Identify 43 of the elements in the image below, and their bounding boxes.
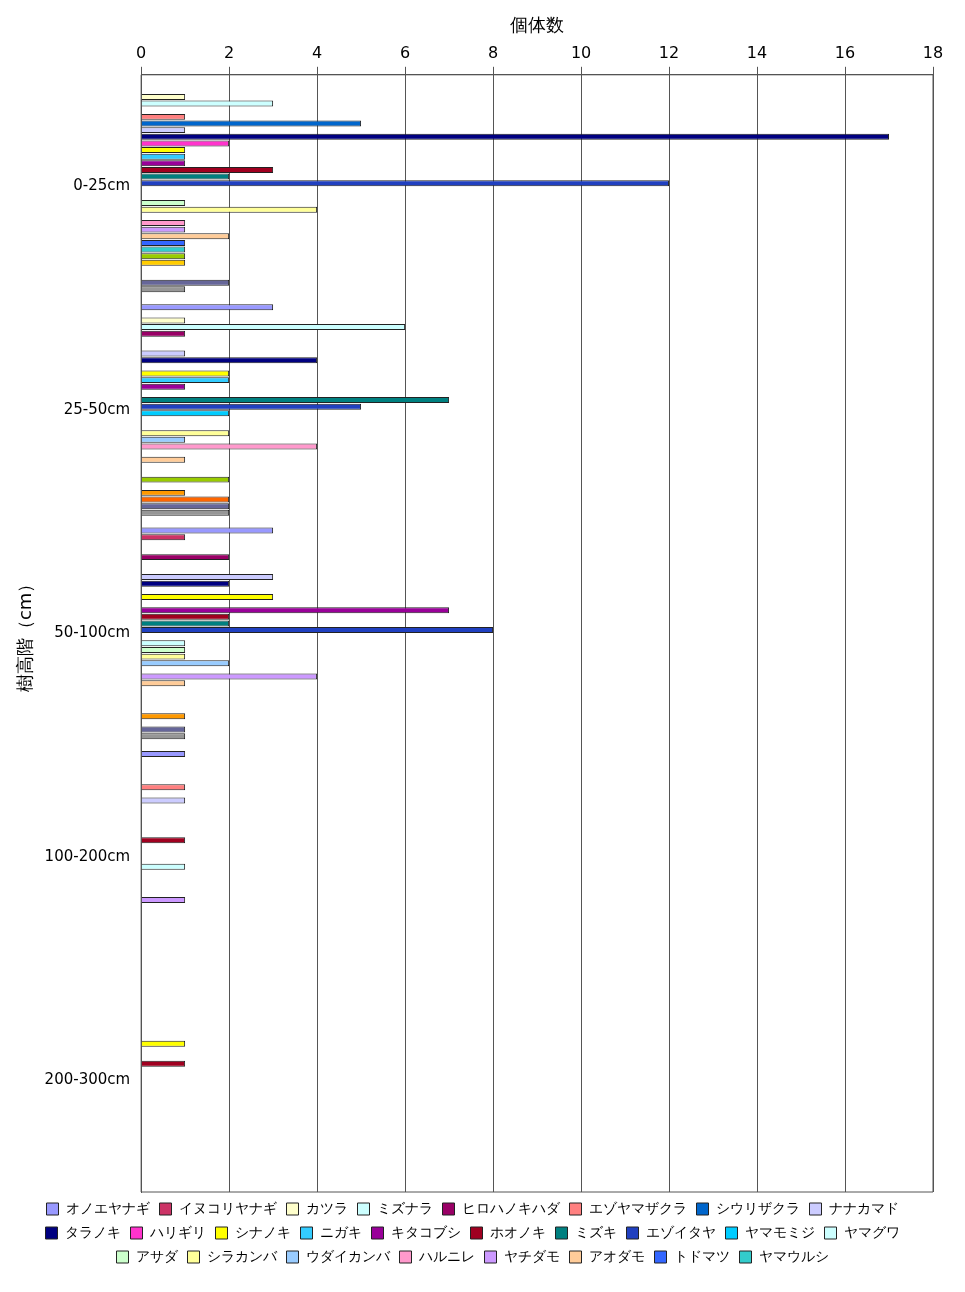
- x-tick-label: 4: [312, 43, 323, 63]
- legend-label: アサダ: [135, 1247, 179, 1264]
- legend-label: シウリザクラ: [715, 1199, 800, 1216]
- x-tick-label: 10: [570, 43, 592, 63]
- legend-label: ミズナラ: [376, 1199, 433, 1216]
- x-tick-label: 0: [136, 43, 147, 63]
- legend-label: オノエヤナギ: [65, 1199, 150, 1216]
- legend-label: キタコブシ: [390, 1223, 461, 1240]
- legend-label: ヤチダモ: [503, 1247, 560, 1264]
- legend-label: シラカンバ: [206, 1247, 278, 1264]
- legend-label: ホオノキ: [489, 1223, 546, 1240]
- legend-label: ミズキ: [574, 1223, 617, 1240]
- legend-label: ヒロハノキハダ: [461, 1199, 561, 1216]
- legend-label: ハリギリ: [148, 1223, 206, 1240]
- legend-label: シナノキ: [234, 1223, 291, 1240]
- legend-label: エゾイタヤ: [645, 1223, 716, 1240]
- x-tick-label: 6: [399, 43, 411, 63]
- legend-label: ハルニレ: [417, 1247, 475, 1264]
- legend-label: ニガキ: [319, 1223, 362, 1240]
- x-axis-title: 個体数: [510, 14, 565, 36]
- x-tick-label: 16: [834, 43, 856, 63]
- y-tick-label: 25-50cm: [63, 399, 131, 418]
- legend-label: アオダモ: [588, 1247, 645, 1264]
- legend-label: トドマツ: [673, 1247, 730, 1264]
- y-tick-label: 50-100cm: [54, 623, 131, 642]
- legend-label: ヤマモミジ: [744, 1223, 815, 1240]
- legend-label: ナナカマド: [828, 1199, 899, 1216]
- y-axis-title: 樹高階（cm）: [14, 574, 36, 693]
- legend-label: エゾヤマザクラ: [588, 1199, 687, 1216]
- legend-label: ヤマウルシ: [758, 1247, 829, 1264]
- x-tick-label: 2: [224, 43, 235, 63]
- legend-label: カツラ: [305, 1199, 348, 1216]
- legend-label: イヌコリヤナギ: [178, 1199, 277, 1216]
- legend-label: ウダイカンバ: [305, 1247, 391, 1264]
- y-tick-label: 100-200cm: [44, 846, 131, 865]
- x-tick-label: 12: [658, 43, 680, 63]
- x-tick-label: 8: [487, 43, 499, 63]
- x-tick-label: 18: [922, 43, 944, 63]
- x-tick-label: 14: [746, 43, 768, 63]
- legend-label: ヤマグワ: [843, 1223, 900, 1240]
- y-tick-label: 200-300cm: [44, 1070, 131, 1089]
- legend-label: タラノキ: [64, 1223, 121, 1240]
- y-tick-label: 0-25cm: [73, 176, 131, 195]
